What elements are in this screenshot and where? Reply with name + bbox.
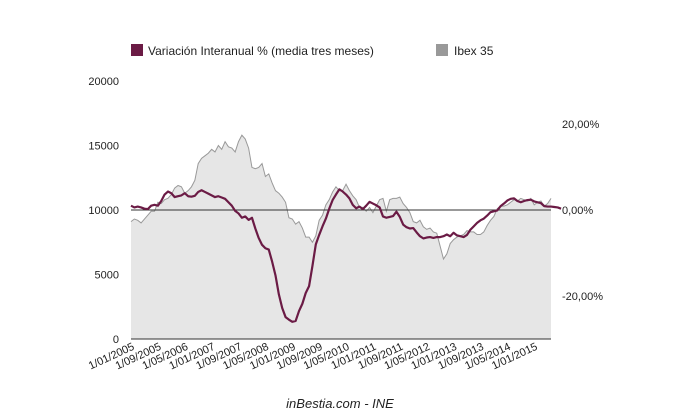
y-left-tick-10000: 10000	[88, 205, 119, 217]
chart-source: inBestia.com - INE	[286, 396, 394, 411]
y-left-tick-15000: 15000	[88, 141, 119, 153]
legend-label-variacion: Variación Interanual % (media tres meses…	[148, 44, 374, 58]
y-left-tick-5000: 5000	[95, 270, 119, 282]
y-right-tick-20: 20,00%	[562, 119, 600, 131]
y-left-tick-0: 0	[113, 334, 119, 346]
ibex-area	[131, 135, 551, 339]
y-left-tick-20000: 20000	[88, 76, 119, 88]
legend-swatch-ibex	[436, 44, 448, 56]
legend-swatch-variacion	[131, 44, 143, 56]
y-right-tick--20: -20,00%	[562, 291, 603, 303]
variacion-line	[130, 188, 562, 323]
y-right-tick-0: 0,00%	[562, 205, 593, 217]
legend-label-ibex: Ibex 35	[454, 44, 494, 58]
